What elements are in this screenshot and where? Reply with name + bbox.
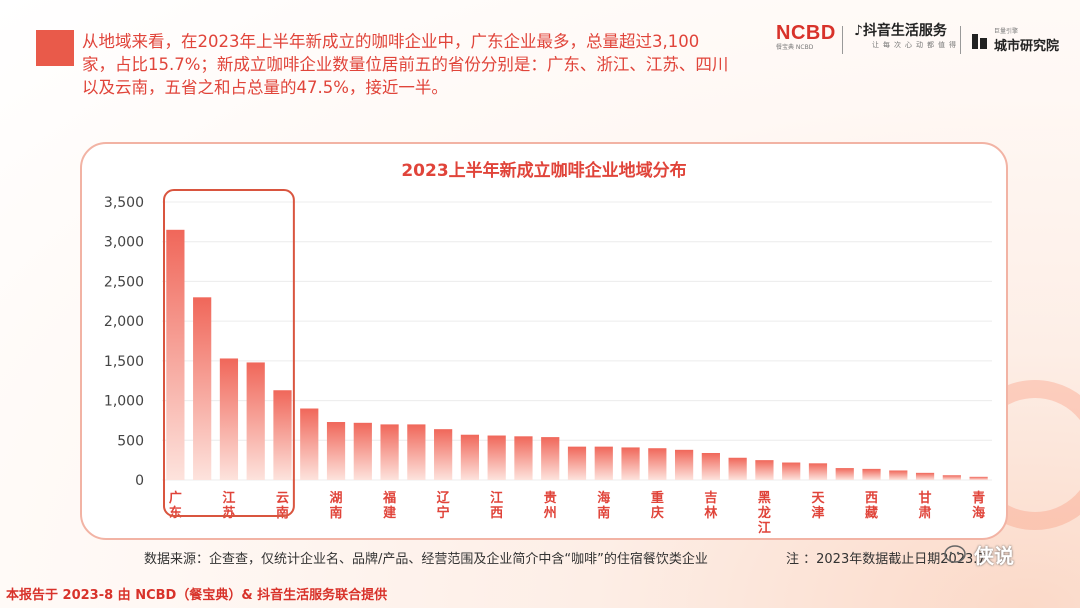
tiktok-icon: ♪	[854, 23, 863, 39]
x-tick-label: 海南	[597, 490, 610, 521]
x-tick-label: 重庆	[650, 490, 664, 521]
y-tick-label: 3,500	[104, 195, 144, 211]
y-tick-label: 2,500	[104, 274, 144, 290]
bar-陕西	[674, 449, 694, 480]
bar-湖北	[300, 408, 319, 480]
bar-西藏	[862, 468, 881, 480]
chart-card: 2023上半年新成立咖啡企业地域分布 0 500 1,000 1,500 2,000 2,…	[80, 142, 1008, 540]
y-tick-label: 1,000	[104, 394, 144, 410]
bar-贵州	[541, 437, 560, 480]
bar-云南	[273, 390, 292, 480]
bar-江苏	[219, 358, 239, 480]
wechat-icon	[944, 544, 966, 563]
bar-黑龙江	[755, 460, 774, 480]
bar-山东	[407, 424, 426, 480]
bar-江西	[487, 435, 506, 480]
bars	[166, 229, 988, 480]
bar-重庆	[648, 448, 667, 480]
watermark: 侠说	[944, 540, 1014, 569]
bar-河南	[353, 422, 372, 480]
bar-浙江	[193, 297, 212, 480]
y-tick-label: 3,000	[104, 235, 144, 251]
bar-广西	[567, 446, 587, 480]
bar-内蒙古	[835, 468, 854, 480]
bar-甘肃	[915, 472, 935, 480]
y-tick-label: 2,000	[104, 314, 144, 330]
douyin-logo: ♪抖音生活服务 让每次心动都值得	[854, 22, 960, 58]
bar-福建	[380, 424, 399, 480]
logo-divider	[960, 26, 961, 54]
x-tick-label: 吉林	[704, 491, 717, 521]
bar-山西	[782, 462, 801, 480]
y-tick-label: 0	[135, 473, 144, 489]
x-tick-label: 青海	[972, 490, 985, 521]
bar-吉林	[701, 452, 720, 480]
bar-湖南	[326, 422, 346, 480]
data-source-note: 数据来源：企查查，仅统计企业名、品牌/产品、经营范围及企业简介中含“咖啡”的住宿…	[144, 552, 708, 567]
ncbd-logo-subtext: 餐宝典 NCBD	[776, 44, 814, 51]
bar-海南	[594, 446, 613, 480]
x-tick-label: 天津	[811, 491, 825, 521]
building-icon	[972, 34, 987, 49]
bar-河北	[728, 457, 747, 480]
chart-title: 2023上半年新成立咖啡企业地域分布	[401, 160, 686, 181]
y-tick-label: 500	[117, 433, 144, 449]
accent-square	[36, 30, 74, 66]
bar-天津	[808, 463, 828, 480]
bar-新疆	[889, 470, 908, 480]
ncbd-logo: NCBD 餐宝典 NCBD	[776, 22, 836, 58]
bar-辽宁	[434, 429, 453, 480]
douyin-logo-title: ♪抖音生活服务	[854, 22, 947, 40]
douyin-logo-subtext: 让每次心动都值得	[872, 41, 960, 49]
douyin-logo-text: 抖音生活服务	[862, 23, 947, 39]
city-institute-logo-text-group: 巨量引擎 城市研究院	[994, 26, 1059, 54]
watermark-text: 侠说	[974, 544, 1014, 568]
top-five-highlight-box	[163, 189, 295, 517]
x-tick-label: 黑龙江	[758, 491, 771, 536]
x-tick-label: 辽宁	[437, 491, 451, 521]
bar-chart: 2023上半年新成立咖啡企业地域分布 0 500 1,000 1,500 2,000 2,…	[104, 160, 992, 536]
bar-四川	[246, 362, 265, 480]
ncbd-logo-text: NCBD	[776, 22, 836, 44]
city-institute-logo: 巨量引擎 城市研究院	[970, 22, 1059, 58]
y-axis: 0 500 1,000 1,500 2,000 2,500 3,000 3,500	[104, 195, 144, 489]
bar-北京	[514, 436, 533, 480]
y-tick-label: 1,500	[104, 354, 144, 370]
x-tick-label: 西藏	[865, 491, 878, 521]
bar-青海	[969, 476, 988, 480]
logo-divider	[842, 26, 843, 54]
x-tick-label: 江西	[490, 490, 503, 521]
bar-上海	[460, 434, 480, 480]
x-tick-label: 贵州	[543, 490, 557, 521]
report-credit: 本报告于 2023-8 由 NCBD（餐宝典）& 抖音生活服务联合提供	[6, 588, 388, 603]
bar-广东	[166, 229, 185, 480]
bar-宁夏	[942, 475, 961, 480]
x-tick-label: 甘肃	[919, 490, 932, 521]
city-logo-subtext: 巨量引擎	[994, 28, 1019, 35]
headline-text: 从地域来看，在2023年上半年新成立的咖啡企业中，广东企业最多，总量超过3,10…	[82, 32, 729, 97]
city-logo-text: 城市研究院	[994, 39, 1060, 54]
x-tick-label: 福建	[382, 490, 396, 521]
date-note: 注 ：2023年数据截止日期2023.7	[786, 552, 986, 567]
bar-安徽	[621, 447, 640, 480]
x-tick-label: 湖南	[330, 491, 343, 521]
